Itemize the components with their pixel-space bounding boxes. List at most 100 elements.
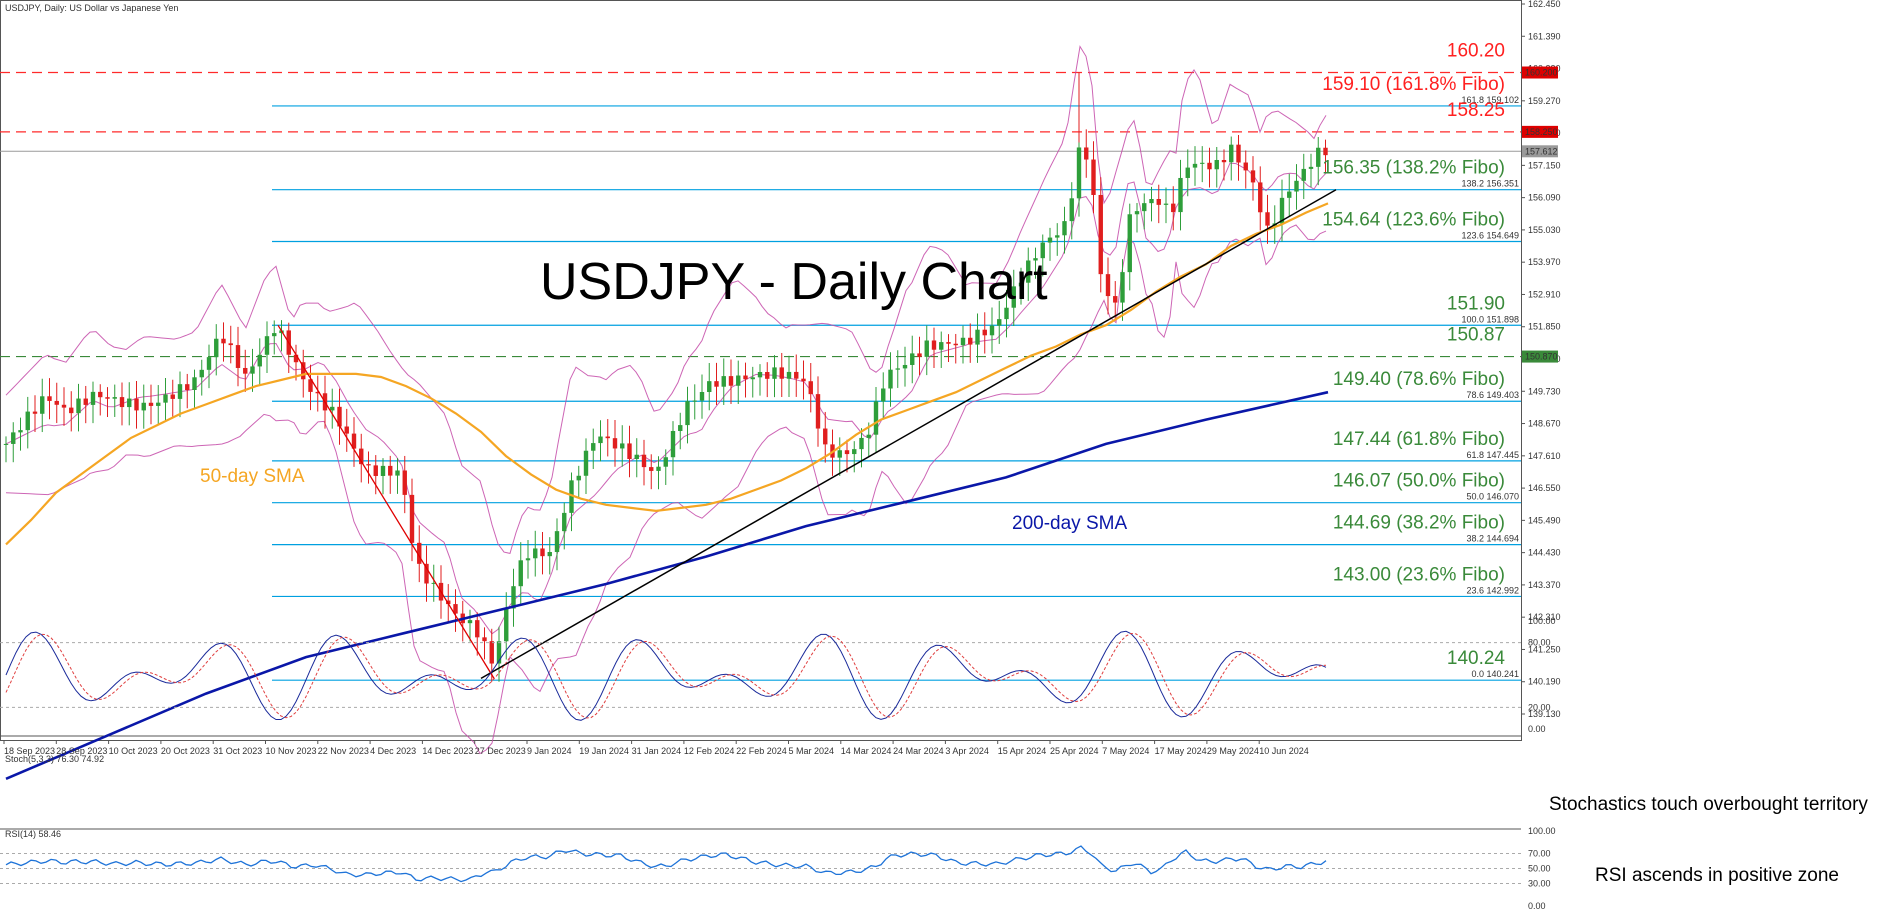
price-box	[1522, 125, 1558, 138]
candle-body	[801, 378, 806, 382]
candle-body	[1055, 235, 1060, 238]
candle-body	[888, 369, 893, 389]
stoch-tick: 0.00	[1528, 724, 1546, 734]
candle-body	[47, 396, 52, 401]
candle-body	[866, 434, 871, 438]
candle-body	[707, 381, 712, 393]
candle-body	[243, 367, 248, 374]
candle-body	[308, 379, 313, 392]
y-tick-label: 162.450	[1528, 0, 1561, 9]
candle-body	[721, 376, 726, 387]
candle-body	[54, 400, 59, 405]
candle-body	[692, 400, 697, 402]
candle-body	[1308, 166, 1314, 169]
candle-body	[409, 494, 415, 543]
candle-body	[1185, 167, 1190, 178]
stoch-signal-line	[5, 632, 1327, 719]
fib-tag: 38.2 144.694	[1466, 534, 1519, 544]
candle-body	[76, 398, 81, 414]
y-axis: 162.450161.390160.330159.270158.210157.1…	[1521, 0, 1561, 719]
candle-body	[975, 329, 980, 345]
candle-body	[417, 542, 422, 564]
y-tick-label: 140.190	[1528, 677, 1561, 687]
candle-body	[989, 325, 995, 336]
x-tick-label: 4 Dec 2023	[370, 746, 416, 756]
candle-body	[221, 338, 226, 344]
candle-body	[902, 364, 908, 369]
candle-body	[214, 338, 219, 358]
candle-body	[3, 443, 9, 445]
candle-body	[199, 369, 204, 378]
x-tick-label: 19 Jan 2024	[579, 746, 629, 756]
candle-body	[90, 391, 96, 405]
x-tick-label: 27 Dec 2023	[475, 746, 526, 756]
x-tick-label: 15 Apr 2024	[998, 746, 1047, 756]
candle-body	[859, 437, 864, 450]
candle-body	[1098, 194, 1103, 275]
stoch-tick: 80.00	[1528, 638, 1551, 648]
y-tick-label: 156.090	[1528, 193, 1561, 203]
candle-body	[540, 548, 545, 557]
x-tick-label: 10 Nov 2023	[266, 746, 317, 756]
candle-body	[982, 329, 987, 336]
candle-body	[1243, 162, 1248, 171]
x-tick-label: 10 Jun 2024	[1259, 746, 1309, 756]
candle-body	[598, 436, 603, 444]
chart-header: USDJPY, Daily: US Dollar vs Japanese Yen	[5, 3, 178, 13]
y-tick-label: 153.970	[1528, 257, 1561, 267]
candle-body	[112, 397, 117, 399]
candle-body	[344, 426, 349, 434]
candle-body	[32, 411, 38, 414]
stoch-header: Stoch(5,3,3) 76.30 74.92	[5, 754, 104, 764]
rsi-line	[5, 845, 1327, 883]
y-tick-label: 151.850	[1528, 322, 1561, 332]
rsi-annotation: RSI ascends in positive zone	[1595, 865, 1839, 886]
x-tick-label: 14 Dec 2023	[422, 746, 473, 756]
candle-body	[315, 391, 320, 394]
y-tick-label: 142.310	[1528, 612, 1561, 622]
candle-body	[656, 466, 661, 471]
price-box-label: 158.250	[1525, 127, 1558, 137]
candle-body	[1287, 191, 1292, 198]
candle-body	[685, 401, 690, 426]
candle-body	[156, 402, 161, 406]
candle-body	[1265, 212, 1270, 226]
candle-body	[1279, 197, 1285, 224]
candle-body	[714, 381, 719, 387]
candle-body	[757, 372, 763, 378]
y-tick-label: 155.030	[1528, 225, 1561, 235]
candle-body	[699, 392, 705, 401]
candle-body	[1200, 162, 1205, 164]
candle-body	[547, 552, 552, 557]
fib-label: 147.44 (61.8% Fibo)	[1333, 429, 1505, 450]
bollinger-lower	[5, 224, 1327, 755]
x-tick-label: 12 Feb 2024	[684, 746, 735, 756]
candle-body	[1178, 177, 1183, 213]
candle-body	[496, 641, 502, 664]
candle-body	[337, 406, 342, 427]
candle-body	[1323, 147, 1328, 156]
candle-body	[1084, 147, 1089, 160]
candle-body	[808, 381, 813, 395]
candle-body	[359, 448, 364, 465]
price-box-label: 157.612	[1525, 146, 1558, 156]
fib-label: 159.10 (161.8% Fibo)	[1322, 74, 1505, 95]
sma200-label: 200-day SMA	[1012, 513, 1127, 534]
candle-body	[743, 375, 748, 380]
dashed-level-label: 158.25	[1447, 100, 1505, 121]
candle-body	[1207, 162, 1212, 170]
candle-body	[250, 366, 255, 374]
candle-body	[264, 336, 270, 355]
candle-body	[1192, 163, 1198, 168]
candle-body	[786, 371, 792, 379]
candle-body	[931, 340, 937, 350]
candle-body	[765, 372, 770, 379]
candle-body	[1105, 274, 1111, 297]
candle-body	[431, 582, 436, 584]
candle-body	[301, 362, 306, 380]
candle-body	[446, 600, 451, 605]
candle-body	[127, 398, 132, 408]
price-box	[1522, 350, 1558, 363]
candle-body	[750, 377, 755, 380]
